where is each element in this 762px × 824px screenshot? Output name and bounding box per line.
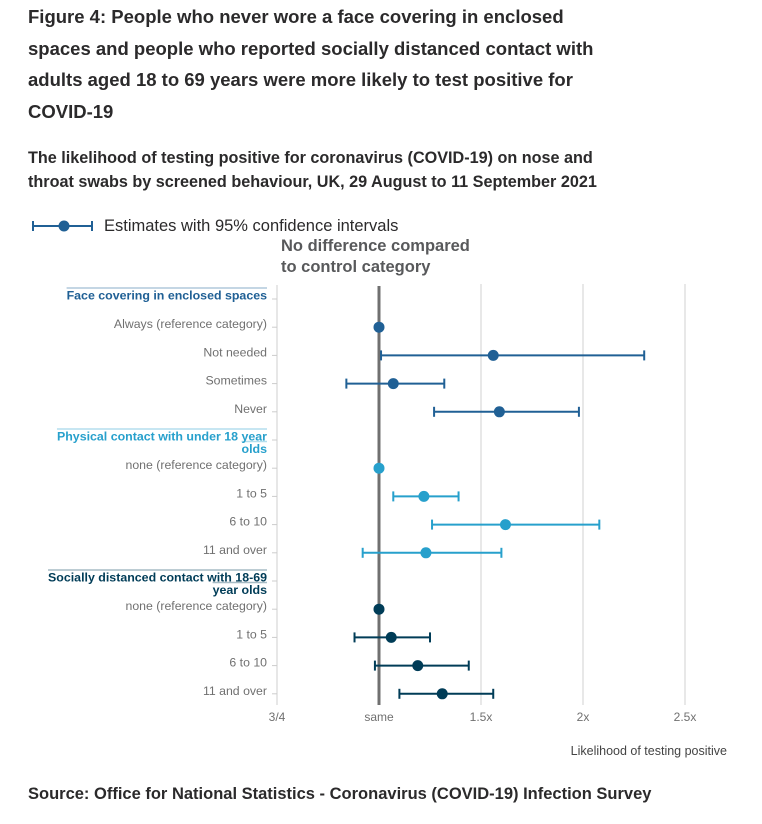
- x-tick-label: 1.5x: [470, 710, 493, 724]
- y-axis-label: 1 to 5: [236, 627, 267, 641]
- chart-subtitle: The likelihood of testing positive for c…: [28, 149, 597, 191]
- data-point: [387, 378, 399, 390]
- y-axis-label: 11 and over: [203, 543, 267, 557]
- legend-label: Estimates with 95% confidence intervals: [104, 217, 399, 235]
- y-axis-label: none (reference category): [126, 599, 268, 613]
- data-point: [436, 688, 448, 700]
- x-axis-title: Likelihood of testing positive: [571, 744, 727, 758]
- group-header: olds: [242, 442, 268, 456]
- group-header: year olds: [213, 583, 268, 597]
- data-point: [385, 631, 397, 643]
- x-tick-label: same: [364, 710, 394, 724]
- data-point: [418, 490, 430, 502]
- y-axis-label: Not needed: [203, 345, 267, 359]
- data-point: [373, 462, 385, 474]
- legend-marker-icon: [32, 220, 93, 232]
- y-axis-label: Sometimes: [205, 374, 267, 388]
- source-note: Source: Office for National Statistics -…: [28, 785, 652, 803]
- x-tick-label: 3/4: [269, 710, 286, 724]
- chart-title: Figure 4: People who never wore a face c…: [28, 6, 594, 122]
- data-point: [420, 547, 432, 559]
- data-point: [412, 660, 424, 672]
- data-point: [499, 519, 511, 531]
- group-header: Socially distanced contact with 18-69: [48, 571, 267, 585]
- reference-line-annotation: No difference compared to control catego…: [281, 237, 470, 276]
- y-axis-label: 6 to 10: [229, 515, 267, 529]
- x-tick-label: 2x: [577, 710, 590, 724]
- y-axis-label: Always (reference category): [114, 317, 267, 331]
- y-axis-label: 6 to 10: [229, 656, 267, 670]
- data-point: [487, 349, 499, 361]
- group-header: Face covering in enclosed spaces: [67, 289, 268, 303]
- y-axis-label: 11 and over: [203, 684, 267, 698]
- x-tick-label: 2.5x: [674, 710, 697, 724]
- data-point: [373, 603, 385, 615]
- data-point: [493, 406, 505, 418]
- group-header: Physical contact with under 18 year: [57, 430, 267, 444]
- y-axis-label: Never: [234, 402, 267, 416]
- y-axis-label: 1 to 5: [236, 486, 267, 500]
- data-point: [373, 321, 385, 333]
- y-axis-label: none (reference category): [126, 458, 268, 472]
- legend: Estimates with 95% confidence intervals: [28, 214, 398, 238]
